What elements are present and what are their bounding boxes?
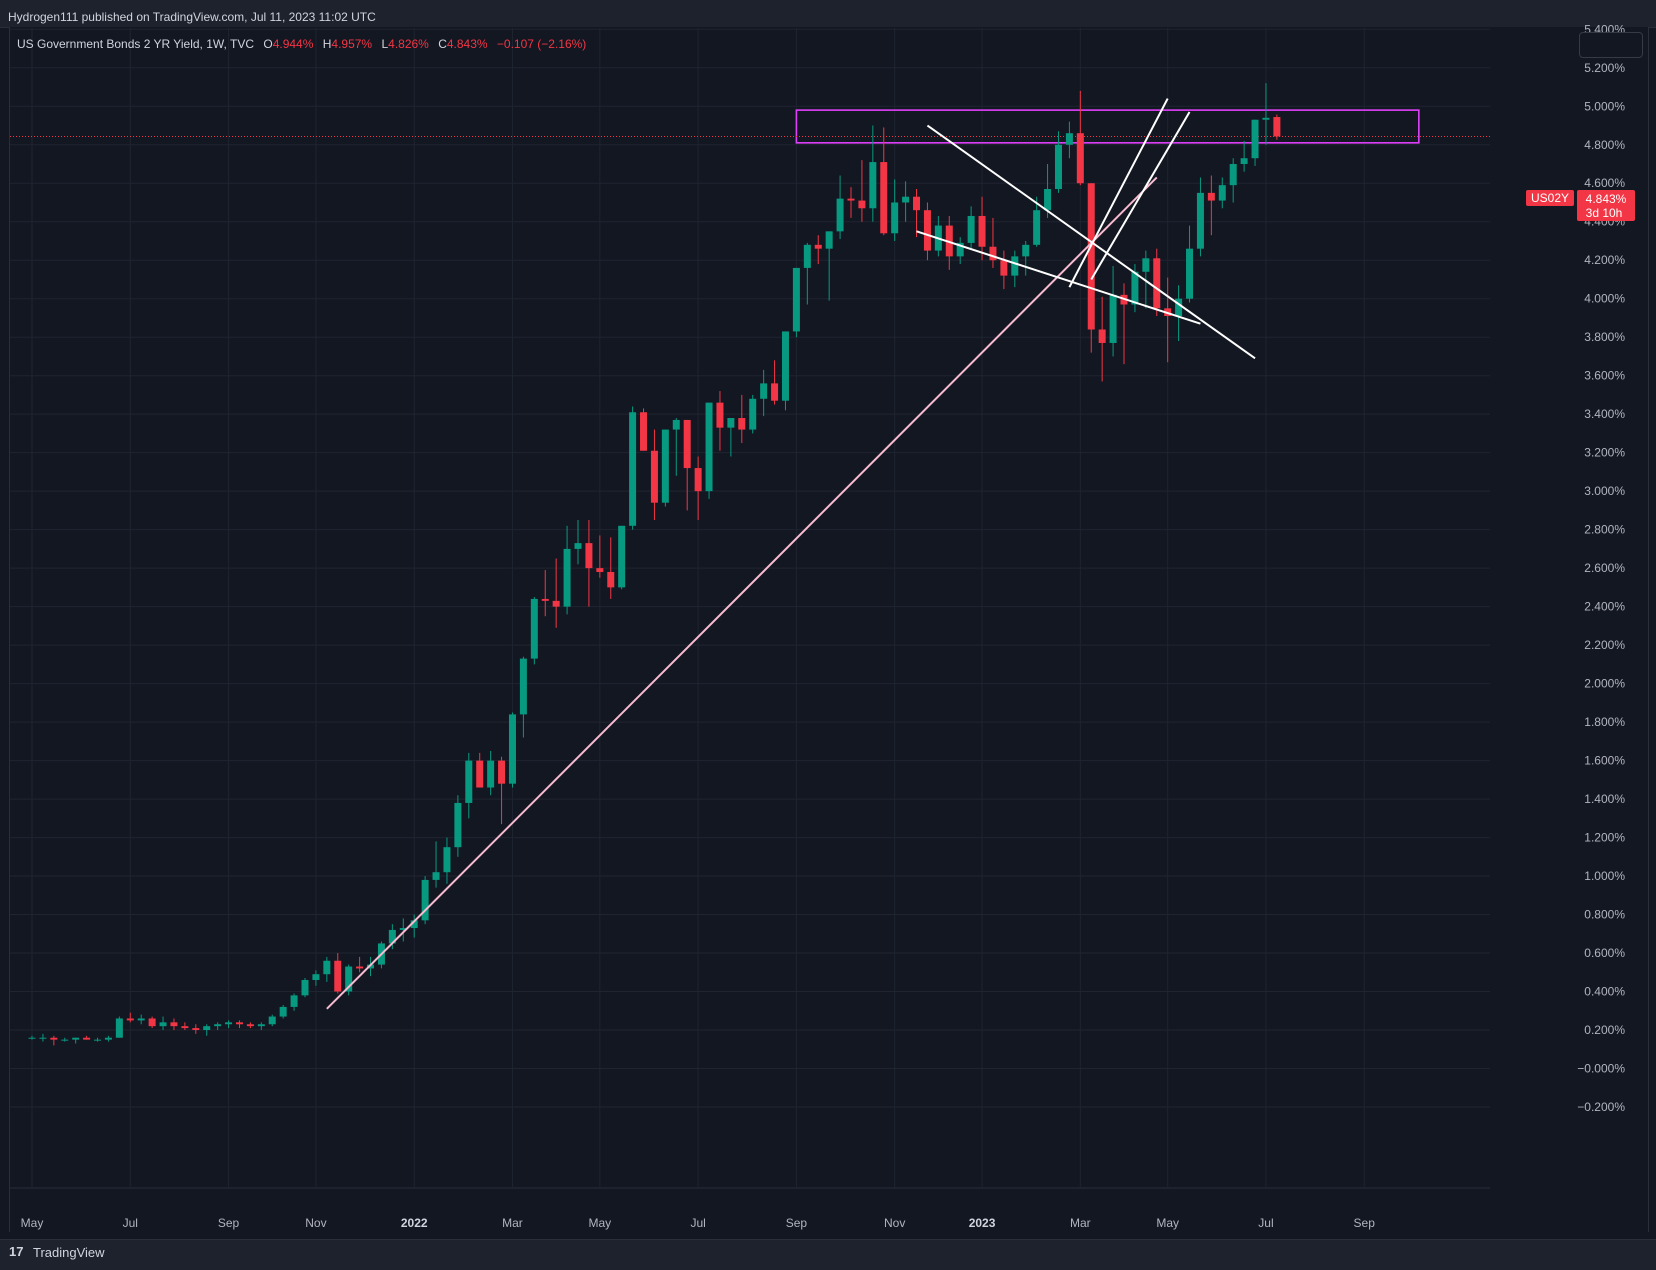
- legend-open-label: O: [263, 37, 273, 51]
- publish-header: Hydrogen111 published on TradingView.com…: [0, 0, 1656, 28]
- legend-change-value: −0.107 (−2.16%): [496, 37, 587, 51]
- tradingview-brand[interactable]: TradingView: [33, 1245, 105, 1260]
- tradingview-footer: [0, 1239, 1656, 1270]
- legend-low-value: 4.826%: [388, 37, 429, 51]
- legend-close-value: 4.843%: [446, 37, 488, 51]
- published-by-text: Hydrogen111 published on TradingView.com…: [8, 10, 376, 24]
- legend-high-value: 4.957%: [331, 37, 373, 51]
- tradingview-logo-icon[interactable]: 17: [9, 1244, 24, 1259]
- chart-legend: US Government Bonds 2 YR Yield, 1W, TVC …: [17, 37, 586, 51]
- legend-high-label: H: [322, 37, 332, 51]
- chart-frame[interactable]: [9, 27, 1649, 1232]
- legend-symbol: US Government Bonds 2 YR Yield, 1W, TVC: [17, 37, 254, 51]
- chart-settings-button[interactable]: [1579, 32, 1643, 58]
- legend-close-label: C: [438, 37, 447, 51]
- legend-low-label: L: [381, 37, 389, 51]
- legend-open-value: 4.944%: [272, 37, 314, 51]
